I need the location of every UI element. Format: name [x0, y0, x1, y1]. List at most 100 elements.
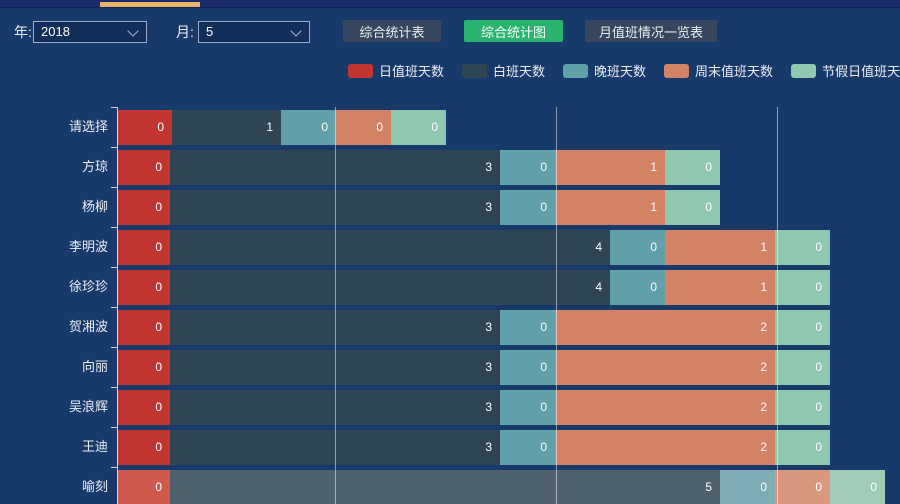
- bar-segment-周末值班天数[interactable]: 2: [555, 390, 775, 425]
- bar-segment-白班天数[interactable]: 4: [170, 270, 610, 305]
- axis-tick: [111, 307, 117, 308]
- category-label: 请选择: [68, 119, 108, 134]
- legend-marker-icon: [791, 63, 817, 78]
- year-select[interactable]: 2018: [33, 21, 147, 43]
- legend-item-3[interactable]: 周末值班天数: [664, 61, 773, 80]
- bar-segment-晚班天数[interactable]: 0: [500, 310, 555, 345]
- axis-tick: [111, 467, 117, 468]
- bar-segment-节假日值班天数[interactable]: 0: [391, 110, 446, 145]
- legend-label: 日值班天数: [379, 64, 445, 79]
- bar-segment-日值班天数[interactable]: 0: [118, 390, 170, 425]
- category-label: 李明波: [68, 239, 108, 254]
- monthly-duty-overview-button[interactable]: 月值班情况一览表: [585, 20, 717, 42]
- bar-segment-日值班天数[interactable]: 0: [118, 150, 170, 185]
- bar-segment-晚班天数[interactable]: 0: [610, 270, 665, 305]
- bar-segment-节假日值班天数[interactable]: 0: [775, 270, 830, 305]
- legend-marker-icon: [664, 63, 690, 78]
- bar-segment-节假日值班天数[interactable]: 0: [775, 390, 830, 425]
- month-select[interactable]: 5: [198, 21, 310, 43]
- axis-tick: [111, 227, 117, 228]
- bar-segment-白班天数[interactable]: 5: [170, 470, 720, 504]
- legend-item-0[interactable]: 日值班天数: [348, 61, 444, 80]
- bar-segment-节假日值班天数[interactable]: 0: [775, 430, 830, 465]
- category-label: 徐珍珍: [68, 279, 108, 294]
- bar-segment-节假日值班天数[interactable]: 0: [775, 230, 830, 265]
- chart-legend: 日值班天数 白班天数 晚班天数 周末值班天数 节假日值班天数: [348, 61, 900, 80]
- bar-segment-晚班天数[interactable]: 0: [720, 470, 775, 504]
- category-label: 向丽: [81, 359, 108, 374]
- bar-segment-日值班天数[interactable]: 0: [118, 230, 170, 265]
- legend-label: 白班天数: [493, 64, 546, 79]
- legend-marker-icon: [563, 63, 589, 78]
- month-select-value: 5: [206, 24, 214, 39]
- chart-row-1: 方琼 0 3 0 1 0: [0, 147, 900, 187]
- bar-segment-晚班天数[interactable]: 0: [610, 230, 665, 265]
- category-label: 方琼: [81, 159, 108, 174]
- bar-segment-日值班天数[interactable]: 0: [118, 350, 170, 385]
- bar-segment-日值班天数[interactable]: 0: [118, 110, 172, 145]
- bar-segment-白班天数[interactable]: 4: [170, 230, 610, 265]
- bar-segment-节假日值班天数[interactable]: 0: [775, 310, 830, 345]
- legend-item-2[interactable]: 晚班天数: [563, 61, 646, 80]
- category-label: 王迪: [81, 439, 108, 454]
- bar-segment-周末值班天数[interactable]: 2: [555, 350, 775, 385]
- bar-segment-日值班天数[interactable]: 0: [118, 470, 170, 504]
- bar-segment-节假日值班天数[interactable]: 0: [775, 350, 830, 385]
- summary-chart-button[interactable]: 综合统计图: [464, 20, 563, 42]
- bar-segment-周末值班天数[interactable]: 0: [336, 110, 391, 145]
- bar-segment-周末值班天数[interactable]: 1: [665, 230, 775, 265]
- active-tab-indicator: [100, 2, 200, 7]
- legend-marker-icon: [348, 63, 373, 78]
- bar-segment-晚班天数[interactable]: 0: [500, 150, 555, 185]
- bar-segment-周末值班天数[interactable]: 1: [555, 150, 665, 185]
- bar-segment-周末值班天数[interactable]: 0: [775, 470, 830, 504]
- category-label: 贺湘波: [68, 319, 108, 334]
- chart-row-5: 贺湘波 0 3 0 2 0: [0, 307, 900, 347]
- bar-segment-晚班天数[interactable]: 0: [500, 430, 555, 465]
- bar-segment-节假日值班天数[interactable]: 0: [665, 150, 720, 185]
- chart-row-6: 向丽 0 3 0 2 0: [0, 347, 900, 387]
- year-label: 年:: [14, 24, 32, 40]
- bar-segment-周末值班天数[interactable]: 1: [665, 270, 775, 305]
- chart-row-2: 杨柳 0 3 0 1 0: [0, 187, 900, 227]
- legend-marker-icon: [462, 63, 488, 78]
- y-axis-line: [117, 107, 118, 504]
- gridline-0: [335, 107, 336, 504]
- axis-tick: [111, 347, 117, 348]
- legend-item-4[interactable]: 节假日值班天数: [791, 61, 900, 80]
- category-label: 喻刻: [81, 479, 108, 494]
- bar-segment-周末值班天数[interactable]: 2: [555, 430, 775, 465]
- chart-row-7: 吴浪辉 0 3 0 2 0: [0, 387, 900, 427]
- chart-row-3: 李明波 0 4 0 1 0: [0, 227, 900, 267]
- bar-segment-晚班天数[interactable]: 0: [500, 190, 555, 225]
- bar-segment-晚班天数[interactable]: 0: [500, 390, 555, 425]
- legend-label: 晚班天数: [594, 64, 647, 79]
- bar-segment-周末值班天数[interactable]: 2: [555, 310, 775, 345]
- summary-table-button[interactable]: 综合统计表: [343, 20, 441, 42]
- gridline-2: [777, 107, 778, 504]
- axis-tick: [111, 107, 117, 108]
- bar-segment-白班天数[interactable]: 1: [172, 110, 281, 145]
- bar-segment-日值班天数[interactable]: 0: [118, 270, 170, 305]
- top-tab-strip: [0, 0, 900, 8]
- gridline-1: [556, 107, 557, 504]
- bar-segment-日值班天数[interactable]: 0: [118, 190, 170, 225]
- bar-segment-晚班天数[interactable]: 0: [281, 110, 336, 145]
- bar-segment-节假日值班天数[interactable]: 0: [665, 190, 720, 225]
- bar-segment-日值班天数[interactable]: 0: [118, 310, 170, 345]
- axis-tick: [111, 387, 117, 388]
- bar-segment-晚班天数[interactable]: 0: [500, 350, 555, 385]
- bar-segment-日值班天数[interactable]: 0: [118, 430, 170, 465]
- bar-segment-节假日值班天数[interactable]: 0: [830, 470, 885, 504]
- chart-row-4: 徐珍珍 0 4 0 1 0: [0, 267, 900, 307]
- legend-item-1[interactable]: 白班天数: [462, 61, 545, 80]
- chart-row-0: 请选择 0 1 0 0 0: [0, 107, 900, 147]
- bar-segment-周末值班天数[interactable]: 1: [555, 190, 665, 225]
- axis-tick: [111, 267, 117, 268]
